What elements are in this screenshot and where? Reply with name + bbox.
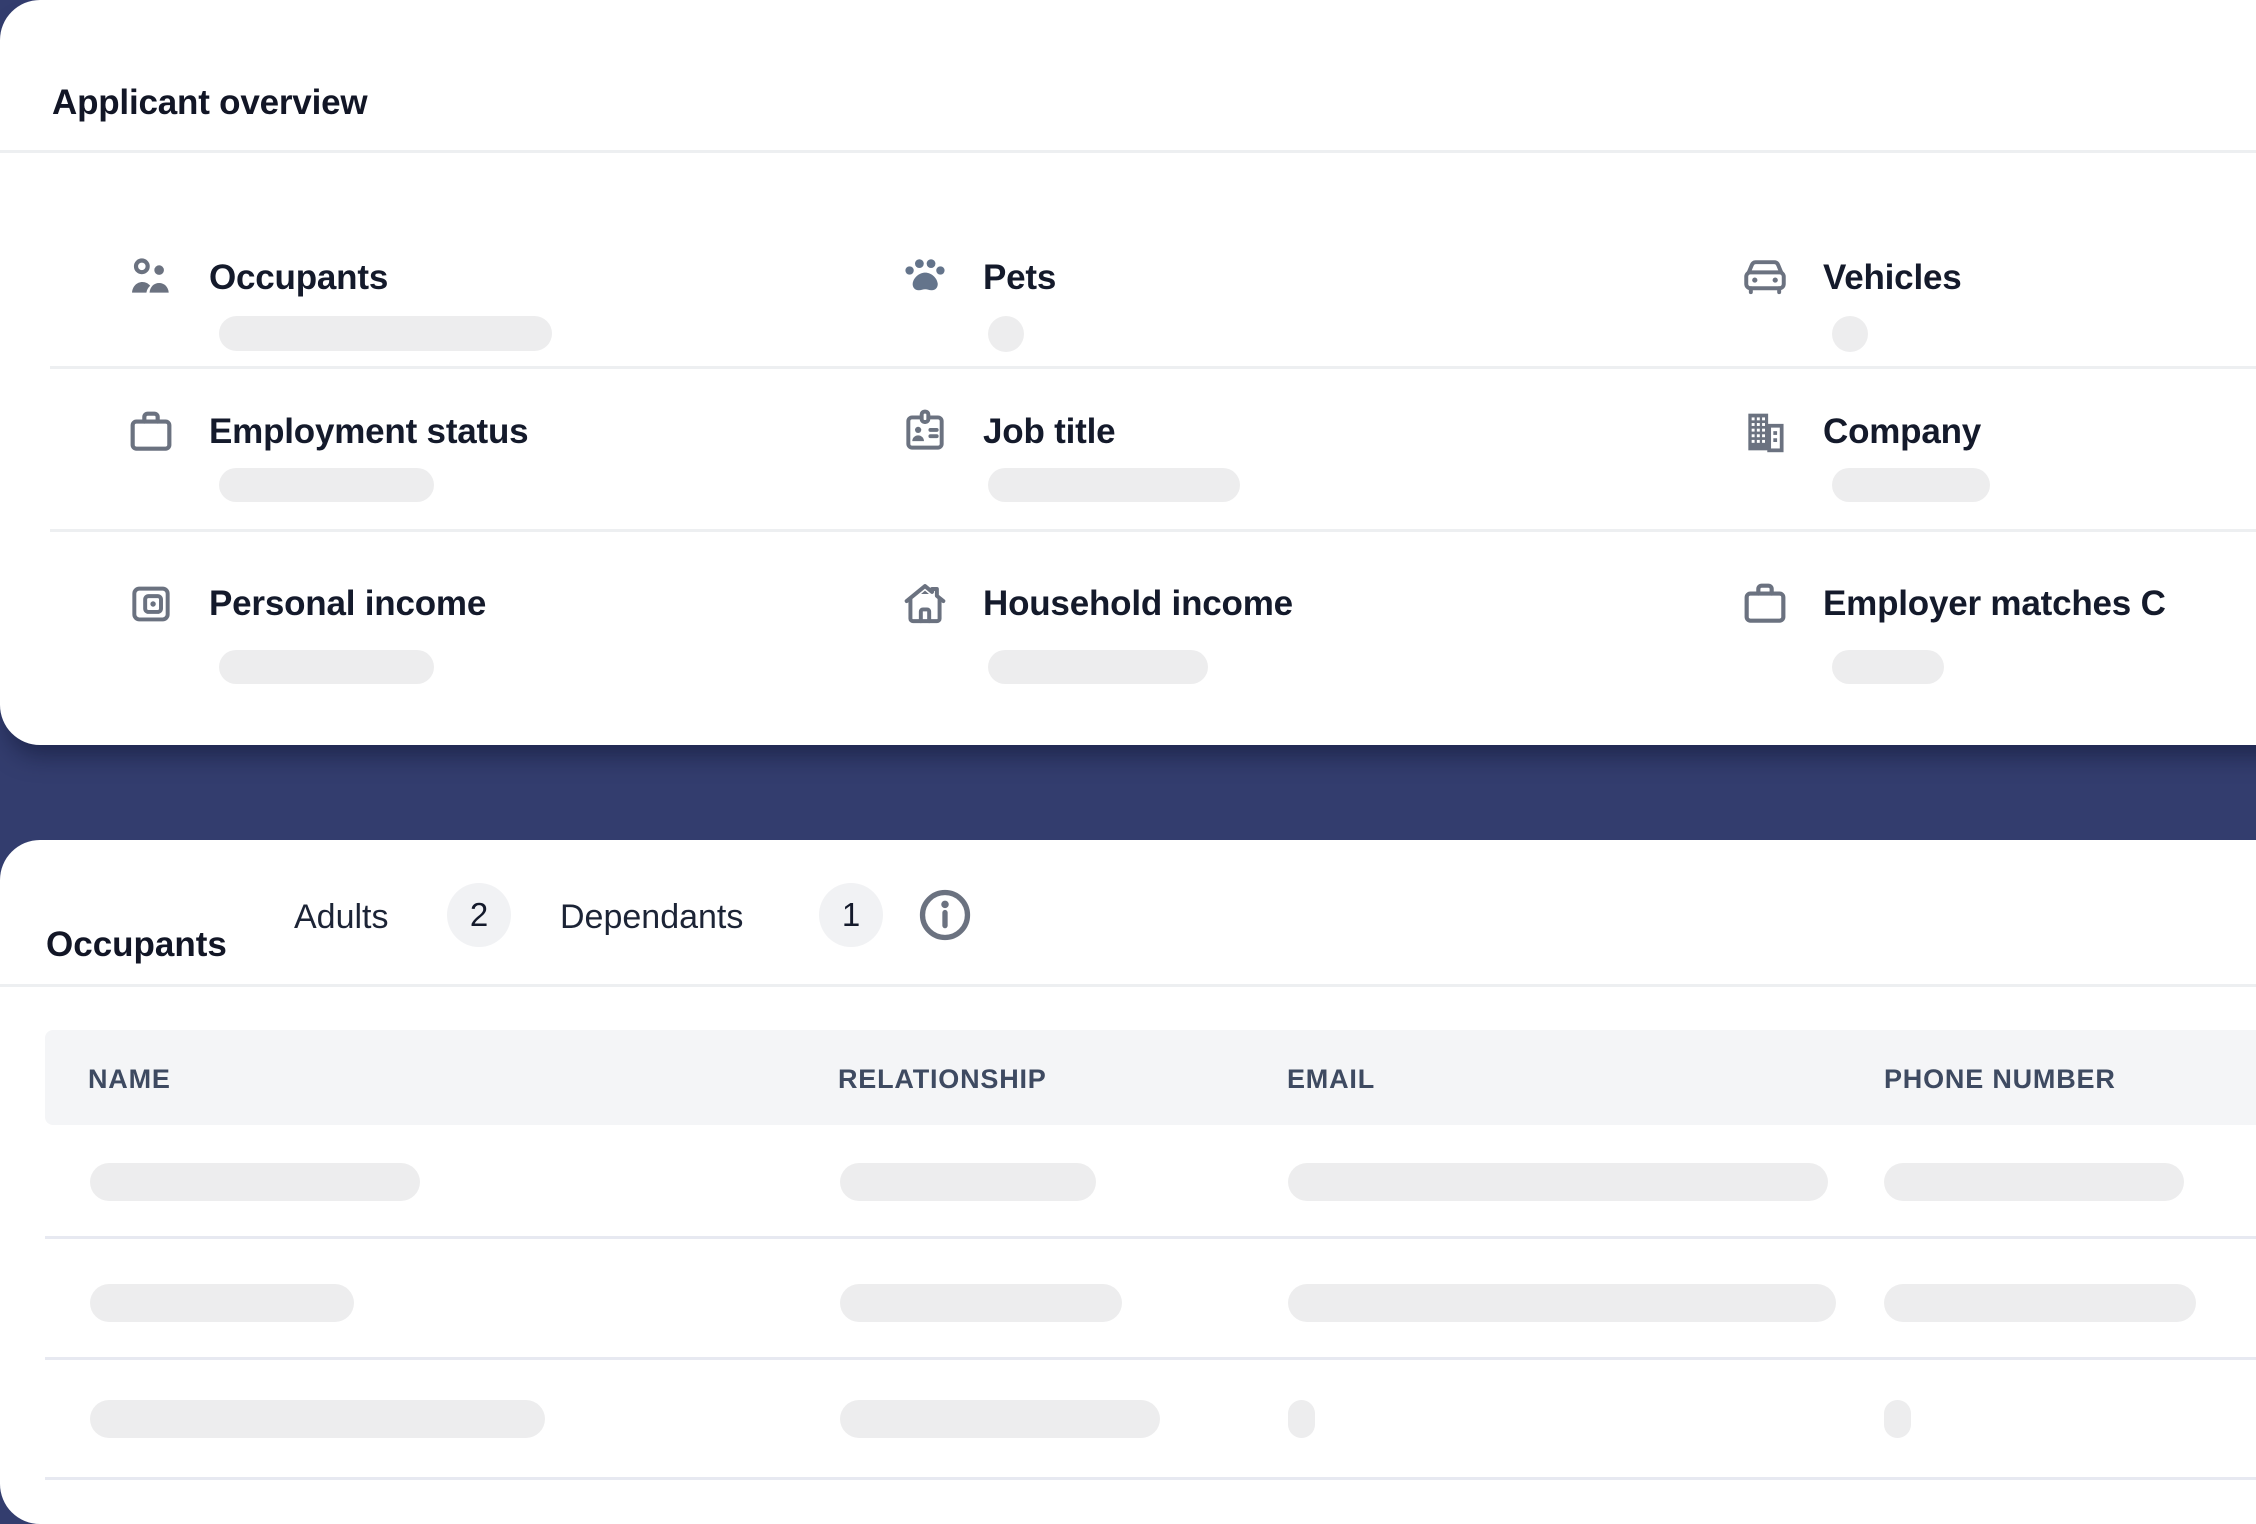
overview-item-label: Personal income — [209, 584, 487, 623]
building-icon — [1740, 407, 1790, 457]
overview-item-label: Occupants — [209, 258, 389, 297]
loading-placeholder — [1884, 1284, 2196, 1322]
info-icon[interactable] — [916, 886, 974, 944]
adults-count-badge: 2 — [447, 883, 511, 947]
loading-placeholder — [219, 316, 552, 351]
id-badge-icon — [900, 407, 950, 457]
loading-placeholder — [219, 650, 434, 684]
column-header-name: NAME — [88, 1064, 171, 1094]
table-row-divider — [45, 1357, 2256, 1360]
overview-item-pets: Pets — [900, 252, 1056, 304]
overview-item-employer-matches: Employer matches C — [1740, 578, 2166, 630]
loading-placeholder — [90, 1400, 545, 1438]
overview-item-label: Vehicles — [1823, 258, 1962, 297]
loading-placeholder — [219, 468, 434, 502]
table-header-row — [45, 1030, 2256, 1125]
loading-placeholder — [1832, 316, 1868, 352]
paw-icon — [900, 253, 950, 303]
loading-placeholder — [1288, 1163, 1828, 1201]
loading-placeholder — [1288, 1284, 1836, 1322]
applicant-overview-card: Applicant overview Occupants Pets — [0, 0, 2256, 745]
grid-row-divider — [50, 366, 2256, 369]
loading-placeholder — [988, 316, 1024, 352]
loading-placeholder — [840, 1284, 1122, 1322]
overview-item-label: Company — [1823, 412, 1982, 451]
loading-placeholder — [840, 1163, 1096, 1201]
column-header-email: EMAIL — [1287, 1064, 1375, 1094]
overview-item-company: Company — [1740, 406, 1981, 458]
overview-item-vehicles: Vehicles — [1740, 252, 1962, 304]
loading-placeholder — [1832, 650, 1944, 684]
loading-placeholder — [1832, 468, 1990, 502]
grid-row-divider — [50, 529, 2256, 532]
table-row-divider — [45, 1477, 2256, 1480]
briefcase-icon — [1740, 579, 1790, 629]
loading-placeholder — [840, 1400, 1160, 1438]
overview-item-label: Job title — [983, 412, 1116, 451]
loading-placeholder — [1884, 1400, 1911, 1438]
dependants-count-badge: 1 — [819, 883, 883, 947]
loading-placeholder — [1884, 1163, 2184, 1201]
overview-item-personal-income: Personal income — [126, 578, 486, 630]
adults-label: Adults — [294, 898, 389, 936]
home-icon — [900, 579, 950, 629]
dependants-label: Dependants — [560, 898, 744, 936]
loading-placeholder — [1288, 1400, 1315, 1438]
briefcase-icon — [126, 407, 176, 457]
section-divider — [0, 984, 2256, 987]
overview-item-label: Employment status — [209, 412, 529, 451]
wallet-icon — [126, 579, 176, 629]
loading-placeholder — [90, 1163, 420, 1201]
column-header-phone-number: PHONE NUMBER — [1884, 1064, 2116, 1094]
overview-item-label: Pets — [983, 258, 1057, 297]
overview-item-employment-status: Employment status — [126, 406, 529, 458]
applicant-overview-title: Applicant overview — [52, 83, 368, 123]
overview-item-label: Household income — [983, 584, 1293, 623]
title-divider — [0, 150, 2256, 153]
users-icon — [126, 253, 176, 303]
overview-item-occupants: Occupants — [126, 252, 388, 304]
occupants-title: Occupants — [46, 925, 227, 965]
loading-placeholder — [988, 650, 1208, 684]
overview-item-job-title: Job title — [900, 406, 1116, 458]
column-header-relationship: RELATIONSHIP — [838, 1064, 1047, 1094]
loading-placeholder — [988, 468, 1240, 502]
loading-placeholder — [90, 1284, 354, 1322]
occupants-card: Occupants Adults 2 Dependants 1 NAME REL… — [0, 840, 2256, 1524]
car-icon — [1740, 253, 1790, 303]
table-row-divider — [45, 1236, 2256, 1239]
overview-item-label: Employer matches C — [1823, 584, 2166, 623]
overview-item-household-income: Household income — [900, 578, 1293, 630]
